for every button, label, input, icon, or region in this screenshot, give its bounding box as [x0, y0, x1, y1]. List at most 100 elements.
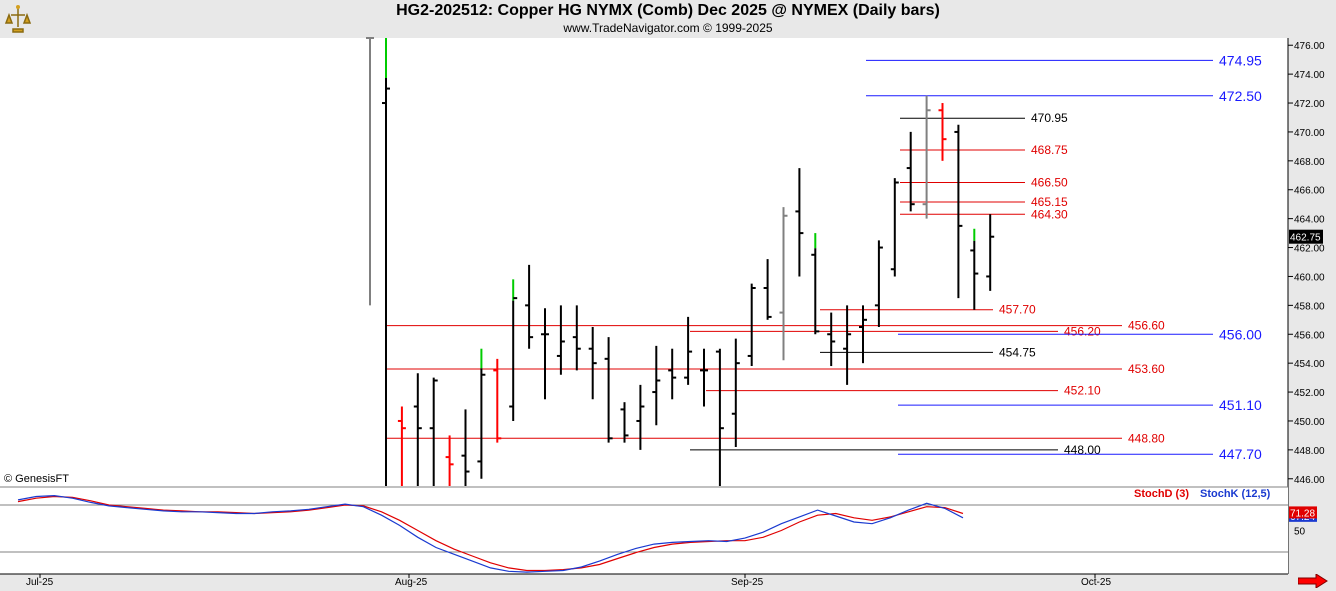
- last-price-label: 462.75: [1290, 233, 1321, 244]
- level-label: 470.95: [1031, 111, 1068, 125]
- ohlc-bar: [493, 358, 502, 443]
- y-tick-label: 468.00: [1294, 157, 1325, 168]
- y-tick-label: 448.00: [1294, 446, 1325, 457]
- ohlc-bar: [763, 259, 772, 320]
- title-bar: HG2-202512: Copper HG NYMX (Comb) Dec 20…: [0, 0, 1336, 38]
- y-axis-ticks: 446.00 448.00 450.00 452.00 454.00 456.00 458.…: [1288, 41, 1325, 486]
- stoch-d-legend: StochD (3): [1134, 488, 1189, 500]
- level-label: 456.00: [1219, 326, 1262, 342]
- ohlc-bar: [413, 373, 422, 486]
- ohlc-bar: [715, 348, 724, 486]
- y-tick-label: 452.00: [1294, 388, 1325, 399]
- level-label: 451.10: [1219, 397, 1262, 413]
- ohlc-bar: [366, 37, 374, 306]
- ohlc-bar: [859, 305, 867, 364]
- chart-subtitle: www.TradeNavigator.com © 1999-2025: [563, 21, 773, 35]
- price-panel[interactable]: [0, 38, 1288, 487]
- stoch-k-legend: StochK (12,5): [1200, 488, 1271, 500]
- y-tick-label: 454.00: [1294, 359, 1325, 370]
- level-label: 456.60: [1128, 319, 1165, 333]
- y-tick-label: 476.00: [1294, 41, 1325, 52]
- ohlc-bar: [731, 338, 740, 447]
- scroll-right-arrow-icon[interactable]: [1298, 574, 1328, 588]
- last-price-marker: 462.75: [1289, 229, 1323, 244]
- ohlc-bar: [668, 348, 677, 400]
- stoch-y-tick-label: 50: [1294, 527, 1306, 538]
- ohlc-bar: [477, 348, 486, 479]
- ohlc-bar: [986, 214, 995, 291]
- level-label: 448.00: [1064, 443, 1101, 457]
- stoch-d-last-label: 71.28: [1290, 508, 1315, 519]
- ohlc-bar: [525, 264, 534, 349]
- stochastic-lines: 5067.2471.28: [17, 494, 1317, 573]
- watermark: © GenesisFT: [4, 473, 69, 485]
- level-label: 452.10: [1064, 384, 1101, 398]
- y-tick-label: 470.00: [1294, 128, 1325, 139]
- y-tick-label: 446.00: [1294, 475, 1325, 486]
- level-label: 472.50: [1219, 88, 1262, 104]
- last-price-box: [1289, 229, 1323, 244]
- level-label: 474.95: [1219, 52, 1262, 68]
- y-tick-label: 466.00: [1294, 186, 1325, 197]
- level-label: 465.15: [1031, 195, 1068, 209]
- level-label: 457.70: [999, 303, 1036, 317]
- ohlc-bar: [588, 327, 597, 400]
- level-label: 453.60: [1128, 362, 1165, 376]
- x-tick-label: Sep-25: [731, 577, 764, 588]
- y-tick-label: 462.00: [1294, 244, 1325, 255]
- ohlc-bar: [604, 337, 613, 443]
- ohlc-bar: [620, 402, 629, 443]
- level-label: 464.30: [1031, 207, 1068, 221]
- stochastic-panel[interactable]: [0, 487, 1288, 574]
- x-axis-ticks: Jul-25 Aug-25 Sep-25 Oct-25: [26, 574, 1111, 588]
- y-tick-label: 456.00: [1294, 330, 1325, 341]
- ohlc-bar: [922, 95, 931, 219]
- ohlc-bar: [461, 409, 470, 486]
- x-axis-panel: [0, 574, 1288, 591]
- ohlc-bar: [397, 406, 406, 486]
- ohlc-bar: [779, 207, 788, 361]
- x-tick-label: Aug-25: [395, 577, 428, 588]
- ohlc-bar: [906, 131, 915, 212]
- level-label: 466.50: [1031, 176, 1068, 190]
- y-tick-label: 450.00: [1294, 417, 1325, 428]
- price-levels: 474.95 472.50 470.95 468.75 466.50 465.15464.…: [386, 52, 1262, 462]
- level-label: 454.75: [999, 345, 1036, 359]
- ohlc-bar: [811, 233, 820, 335]
- x-tick-label: Oct-25: [1081, 577, 1111, 588]
- ohlc-bar: [509, 279, 518, 421]
- ohlc-bar: [541, 308, 549, 400]
- ohlc-bar: [827, 312, 836, 367]
- ohlc-bar: [445, 435, 454, 486]
- stoch-d-last-box: [1289, 506, 1317, 519]
- trade-navigator-logo-icon: [4, 3, 32, 35]
- ohlc-bar: [874, 240, 883, 328]
- level-label: 468.75: [1031, 143, 1068, 157]
- ohlc-bars: [366, 37, 995, 486]
- y-tick-label: 474.00: [1294, 70, 1325, 81]
- ohlc-bar: [938, 103, 947, 161]
- ohlc-bar: [382, 38, 390, 486]
- ohlc-bar: [970, 228, 979, 310]
- ohlc-bar: [700, 348, 708, 407]
- ohlc-bar: [572, 305, 581, 371]
- stoch-k-line: [17, 494, 964, 573]
- chart-title: HG2-202512: Copper HG NYMX (Comb) Dec 20…: [396, 2, 940, 19]
- x-tick-label: Jul-25: [26, 577, 54, 588]
- ohlc-bar: [636, 384, 645, 450]
- ohlc-bar: [843, 305, 852, 385]
- y-axis-panel: [1288, 38, 1336, 574]
- ohlc-bar: [890, 178, 899, 277]
- ohlc-bar: [652, 345, 661, 426]
- ohlc-bar: [747, 283, 756, 367]
- level-label: 448.80: [1128, 431, 1165, 445]
- level-label: 447.70: [1219, 446, 1262, 462]
- ohlc-bar: [556, 305, 565, 375]
- level-label: 456.20: [1064, 324, 1101, 338]
- stoch-d-line: [17, 495, 964, 572]
- ohlc-bar: [795, 168, 804, 277]
- ohlc-bar: [429, 377, 438, 486]
- y-tick-label: 464.00: [1294, 215, 1325, 226]
- y-tick-label: 458.00: [1294, 301, 1325, 312]
